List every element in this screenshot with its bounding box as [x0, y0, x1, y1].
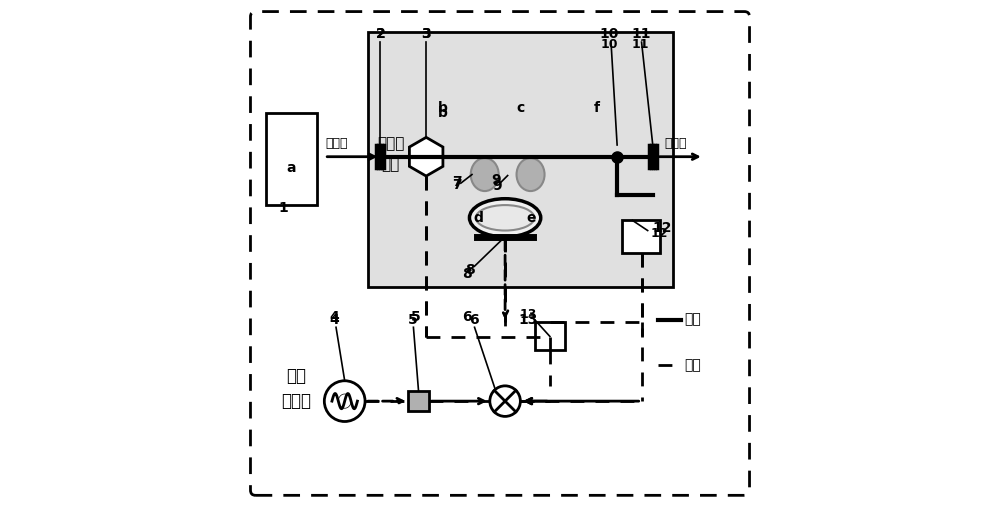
Circle shape: [490, 386, 520, 416]
Text: e: e: [527, 211, 536, 225]
Text: f: f: [594, 101, 600, 115]
Text: 7: 7: [452, 175, 462, 189]
Text: 7: 7: [452, 178, 462, 191]
Text: 光输入: 光输入: [326, 137, 348, 151]
FancyBboxPatch shape: [408, 391, 429, 411]
Text: 12: 12: [650, 227, 668, 240]
Text: 2: 2: [375, 28, 385, 41]
Ellipse shape: [469, 199, 541, 237]
Text: 13: 13: [519, 308, 537, 321]
Text: 10: 10: [600, 28, 619, 41]
FancyBboxPatch shape: [535, 322, 565, 350]
Text: 9: 9: [493, 179, 502, 193]
Text: a: a: [286, 161, 296, 176]
Text: b: b: [438, 106, 448, 120]
FancyBboxPatch shape: [622, 220, 660, 253]
Text: 本地
发送端: 本地 发送端: [281, 367, 311, 410]
Ellipse shape: [471, 158, 499, 191]
Text: 8: 8: [462, 267, 472, 281]
Text: 5: 5: [408, 313, 417, 327]
Text: d: d: [474, 211, 484, 225]
Text: 8: 8: [466, 263, 475, 278]
Text: 6: 6: [469, 313, 478, 327]
Text: 11: 11: [631, 38, 649, 51]
Text: 11: 11: [632, 28, 651, 41]
Text: 5: 5: [411, 310, 421, 324]
Text: 电路: 电路: [684, 358, 701, 373]
Text: 1: 1: [279, 201, 288, 215]
FancyBboxPatch shape: [368, 32, 673, 287]
Text: 12: 12: [653, 221, 672, 235]
Text: 发送端
芯片: 发送端 芯片: [377, 136, 404, 172]
Ellipse shape: [517, 158, 545, 191]
Text: 9: 9: [492, 173, 501, 186]
Text: b: b: [438, 101, 448, 115]
Text: 6: 6: [462, 310, 472, 324]
FancyBboxPatch shape: [266, 114, 317, 205]
Text: 4: 4: [330, 313, 339, 327]
Text: 3: 3: [421, 28, 431, 41]
Text: c: c: [516, 101, 524, 115]
Text: 3: 3: [421, 28, 431, 41]
Circle shape: [324, 381, 365, 421]
Text: 4: 4: [330, 310, 339, 324]
Ellipse shape: [476, 205, 534, 230]
Text: 2: 2: [375, 28, 385, 41]
Text: 光输出: 光输出: [664, 137, 687, 151]
FancyBboxPatch shape: [250, 12, 750, 495]
Text: 10: 10: [601, 38, 618, 51]
Text: 光路: 光路: [684, 313, 701, 327]
Text: 13: 13: [519, 313, 538, 327]
Polygon shape: [409, 137, 443, 176]
